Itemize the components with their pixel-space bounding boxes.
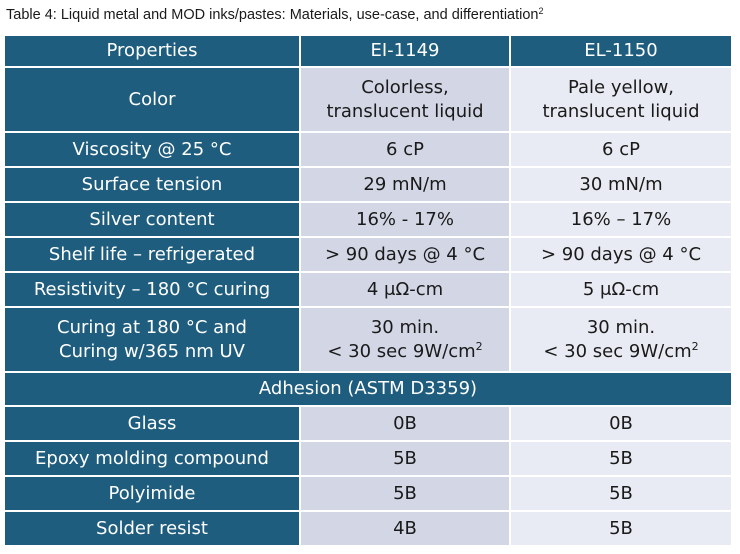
- row-label-epoxy: Epoxy molding compound: [3, 440, 301, 477]
- header-ei-1149: EI-1149: [299, 34, 511, 68]
- row-label-resistivity: Resistivity – 180 °C curing: [3, 271, 301, 308]
- section-header-row: Adhesion (ASTM D3359): [3, 371, 733, 407]
- cell-ei-1149: 29 mN/m: [299, 166, 511, 203]
- cell-el-1150: 30 min. < 30 sec 9W/cm2: [509, 306, 733, 373]
- table-row: Polyimide 5B 5B: [3, 475, 733, 512]
- section-adhesion: Adhesion (ASTM D3359): [3, 371, 733, 407]
- row-label-shelf-life: Shelf life – refrigerated: [3, 236, 301, 273]
- row-label-polyimide: Polyimide: [3, 475, 301, 512]
- cell-el-1150: Pale yellow, translucent liquid: [509, 66, 733, 133]
- superscript: 2: [475, 339, 483, 353]
- table-row: Solder resist 4B 5B: [3, 510, 733, 547]
- table-row: Glass 0B 0B: [3, 405, 733, 442]
- cell-el-1150: 30 mN/m: [509, 166, 733, 203]
- table-row: Color Colorless, translucent liquid Pale …: [3, 66, 733, 133]
- cell-el-1150: 5B: [509, 510, 733, 547]
- table-row: Resistivity – 180 °C curing 4 μΩ-cm 5 μΩ…: [3, 271, 733, 308]
- cell-el-1150: 5B: [509, 475, 733, 512]
- cell-ei-1149: > 90 days @ 4 °C: [299, 236, 511, 273]
- table-caption: Table 4: Liquid metal and MOD inks/paste…: [6, 6, 544, 23]
- cell-el-1150: 6 cP: [509, 131, 733, 168]
- header-el-1150: EL-1150: [509, 34, 733, 68]
- cell-ei-1149: 30 min. < 30 sec 9W/cm2: [299, 306, 511, 373]
- table-row: Silver content 16% - 17% 16% – 17%: [3, 201, 733, 238]
- cell-ei-1149: 16% - 17%: [299, 201, 511, 238]
- row-label-silver-content: Silver content: [3, 201, 301, 238]
- cell-el-1150: 5 μΩ-cm: [509, 271, 733, 308]
- table-row: Shelf life – refrigerated > 90 days @ 4 …: [3, 236, 733, 273]
- properties-table: Properties EI-1149 EL-1150 Color Colorle…: [3, 34, 733, 547]
- cell-ei-1149: Colorless, translucent liquid: [299, 66, 511, 133]
- cell-ei-1149: 5B: [299, 440, 511, 477]
- header-row: Properties EI-1149 EL-1150: [3, 34, 733, 68]
- cell-el-1150: > 90 days @ 4 °C: [509, 236, 733, 273]
- cell-ei-1149: 0B: [299, 405, 511, 442]
- table-row: Viscosity @ 25 °C 6 cP 6 cP: [3, 131, 733, 168]
- cell-el-1150: 16% – 17%: [509, 201, 733, 238]
- caption-text: Table 4: Liquid metal and MOD inks/paste…: [6, 7, 539, 23]
- row-label-glass: Glass: [3, 405, 301, 442]
- superscript: 2: [691, 339, 699, 353]
- table-row: Epoxy molding compound 5B 5B: [3, 440, 733, 477]
- caption-reference: 2: [538, 6, 544, 16]
- cell-el-1150: 5B: [509, 440, 733, 477]
- table-row: Surface tension 29 mN/m 30 mN/m: [3, 166, 733, 203]
- cell-el-1150: 0B: [509, 405, 733, 442]
- row-label-solder-resist: Solder resist: [3, 510, 301, 547]
- row-label-surface-tension: Surface tension: [3, 166, 301, 203]
- row-label-color: Color: [3, 66, 301, 133]
- row-label-curing: Curing at 180 °C and Curing w/365 nm UV: [3, 306, 301, 373]
- cell-ei-1149: 5B: [299, 475, 511, 512]
- cell-ei-1149: 6 cP: [299, 131, 511, 168]
- header-properties: Properties: [3, 34, 301, 68]
- row-label-viscosity: Viscosity @ 25 °C: [3, 131, 301, 168]
- cell-ei-1149: 4B: [299, 510, 511, 547]
- table-row: Curing at 180 °C and Curing w/365 nm UV 3…: [3, 306, 733, 373]
- cell-ei-1149: 4 μΩ-cm: [299, 271, 511, 308]
